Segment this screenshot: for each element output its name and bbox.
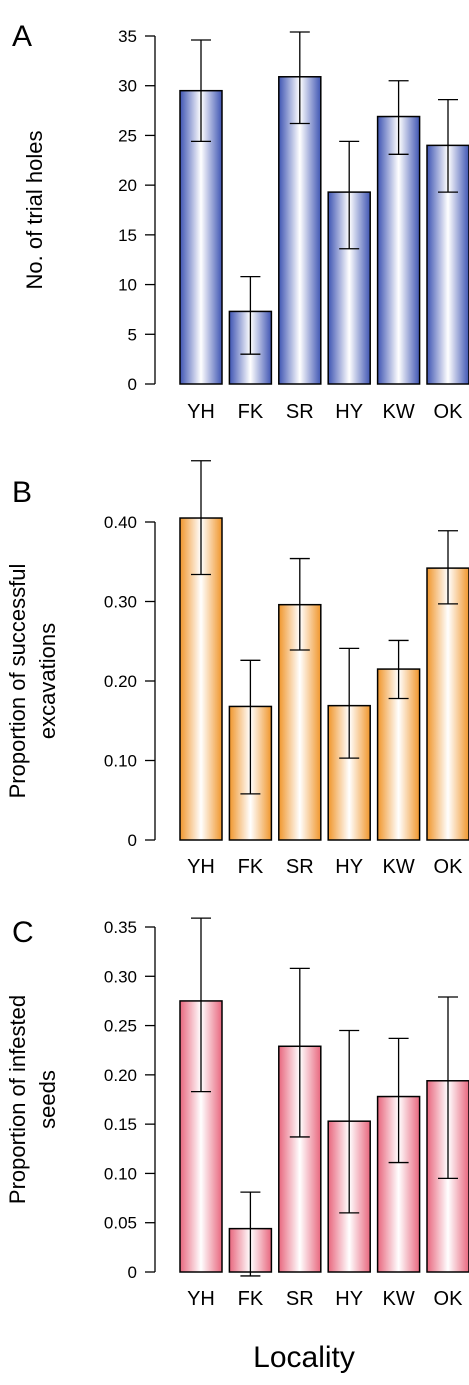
- x-tick-label: YH: [187, 856, 215, 878]
- y-axis-title: No. of trial holes: [22, 131, 47, 290]
- y-tick-label: 10: [118, 276, 137, 295]
- x-tick-label: KW: [382, 401, 414, 423]
- y-tick-label: 0: [128, 375, 137, 394]
- y-tick-label: 5: [128, 325, 137, 344]
- y-tick-label: 0.30: [104, 593, 137, 612]
- y-tick-label: 0.20: [104, 1066, 137, 1085]
- y-tick-label: 0.10: [104, 752, 137, 771]
- x-tick-label: KW: [382, 1288, 414, 1310]
- x-tick-label: OK: [434, 856, 464, 878]
- x-axis-title: Locality: [253, 1341, 355, 1374]
- y-tick-label: 30: [118, 77, 137, 96]
- panel-label-a: A: [12, 20, 32, 53]
- y-axis-title: Proportion of infested seeds: [5, 995, 60, 1204]
- y-tick-label: 35: [118, 27, 137, 46]
- panel-label-b: B: [12, 476, 32, 509]
- x-tick-label: YH: [187, 1288, 215, 1310]
- x-tick-label: SR: [286, 856, 314, 878]
- panel-c: C 0 0.05 0.10 0.15 0.20 0.25 0.30 0.35 Proportio…: [5, 916, 469, 1310]
- y-tick-label: 0: [128, 1263, 137, 1282]
- y-tick-label: 0.15: [104, 1115, 137, 1134]
- y-tick-label: 0.25: [104, 1017, 137, 1036]
- y-tick-label: 0: [128, 831, 137, 850]
- y-tick-label: 0.30: [104, 967, 137, 986]
- bar-kw: [378, 117, 420, 384]
- x-tick-label: FK: [238, 401, 264, 423]
- panel-label-c: C: [12, 916, 34, 949]
- y-tick-label: 0.35: [104, 918, 137, 937]
- x-tick-label: SR: [286, 401, 314, 423]
- y-axis-title: Proportion of successful excavations: [5, 564, 60, 799]
- panel-a: A 0 5 10 15 20 25 30 35 No. of trial holes YH FK SR…: [12, 20, 469, 423]
- x-tick-label: KW: [382, 856, 414, 878]
- panel-b: B 0 0.10 0.20 0.30 0.40 Proportion of success…: [5, 461, 469, 878]
- x-tick-label: HY: [335, 401, 363, 423]
- x-tick-label: SR: [286, 1288, 314, 1310]
- x-tick-label: FK: [238, 856, 264, 878]
- x-tick-label: HY: [335, 1288, 363, 1310]
- y-tick-label: 0.05: [104, 1214, 137, 1233]
- x-tick-label: OK: [434, 1288, 464, 1310]
- x-tick-label: HY: [335, 856, 363, 878]
- y-tick-label: 20: [118, 176, 137, 195]
- bar-ok: [427, 568, 469, 840]
- x-tick-label: OK: [434, 401, 464, 423]
- x-tick-label: YH: [187, 401, 215, 423]
- y-tick-label: 0.40: [104, 513, 137, 532]
- y-tick-label: 15: [118, 226, 137, 245]
- y-tick-label: 25: [118, 126, 137, 145]
- x-tick-label: FK: [238, 1288, 264, 1310]
- y-tick-label: 0.20: [104, 672, 137, 691]
- y-tick-label: 0.10: [104, 1164, 137, 1183]
